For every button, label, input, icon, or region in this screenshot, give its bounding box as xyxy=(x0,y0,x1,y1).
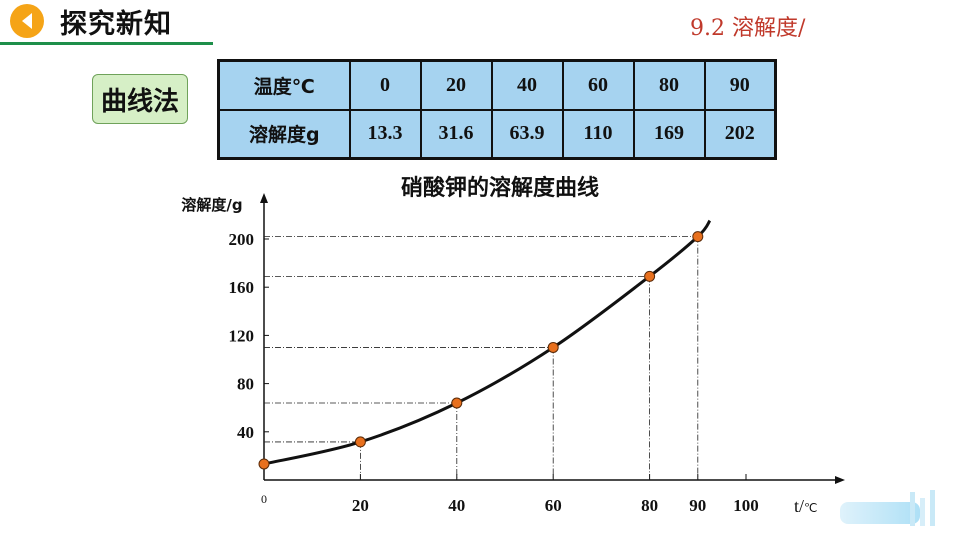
logo-icon xyxy=(10,4,44,38)
labels-layer: 40 80 120 160 200 0 20 40 60 80 90 100 溶解度/g t/℃ xyxy=(181,196,817,516)
table-row: 温度℃ 0 20 40 60 80 90 xyxy=(217,59,777,111)
y-tick-label: 200 xyxy=(229,230,255,249)
y-tick-label: 40 xyxy=(237,423,254,442)
table-cell: 90 xyxy=(703,59,777,111)
data-point xyxy=(644,270,656,282)
chart-title: 硝酸钾的溶解度曲线 xyxy=(400,176,599,201)
x-axis-arrow xyxy=(835,476,845,484)
y-axis-label: 溶解度/g xyxy=(181,196,242,214)
data-point xyxy=(692,231,704,243)
method-label: 曲线法 xyxy=(92,74,188,124)
table-row-header: 温度℃ xyxy=(217,59,351,111)
table-cell: 13.3 xyxy=(348,108,422,160)
y-tick-label: 80 xyxy=(237,375,254,394)
section-label: 9.2 溶解度/ xyxy=(690,16,806,41)
table-cell: 169 xyxy=(632,108,706,160)
decoration-graphic xyxy=(840,490,935,526)
x-axis-label: t/℃ xyxy=(794,496,818,516)
table-cell: 202 xyxy=(703,108,777,160)
y-tick-label: 160 xyxy=(229,278,255,297)
x-tick-label: 0 xyxy=(261,492,267,506)
slide-header: 探究新知 9.2 溶解度/ xyxy=(0,0,960,48)
solubility-curve xyxy=(263,219,712,466)
y-tick-label: 120 xyxy=(229,326,255,345)
table-row: 溶解度g 13.3 31.6 63.9 110 169 202 xyxy=(217,108,777,160)
table-cell: 80 xyxy=(632,59,706,111)
table-cell: 110 xyxy=(561,108,635,160)
table-cell: 20 xyxy=(419,59,493,111)
table-cell: 63.9 xyxy=(490,108,564,160)
solubility-table: 温度℃ 0 20 40 60 80 90 溶解度g 13.3 31.6 63.9… xyxy=(217,59,777,160)
points-layer xyxy=(258,231,704,470)
table-cell: 60 xyxy=(561,59,635,111)
table-row-header: 溶解度g xyxy=(217,108,351,160)
data-point xyxy=(354,436,366,448)
data-point xyxy=(547,341,559,353)
table-cell: 40 xyxy=(490,59,564,111)
header-divider xyxy=(0,42,213,45)
table-cell: 31.6 xyxy=(419,108,493,160)
y-axis-arrow xyxy=(260,193,268,203)
guide-lines xyxy=(264,236,699,480)
curve-layer xyxy=(263,219,712,466)
data-point xyxy=(451,397,463,409)
x-tick-label: 60 xyxy=(545,496,562,515)
table-cell: 0 xyxy=(348,59,422,111)
data-point xyxy=(258,458,270,470)
x-tick-label: 20 xyxy=(352,496,369,515)
x-tick-label: 100 xyxy=(733,496,759,515)
x-tick-label: 90 xyxy=(689,496,706,515)
page-title: 探究新知 xyxy=(60,9,172,40)
x-tick-label: 80 xyxy=(641,496,658,515)
x-tick-label: 40 xyxy=(448,496,465,515)
